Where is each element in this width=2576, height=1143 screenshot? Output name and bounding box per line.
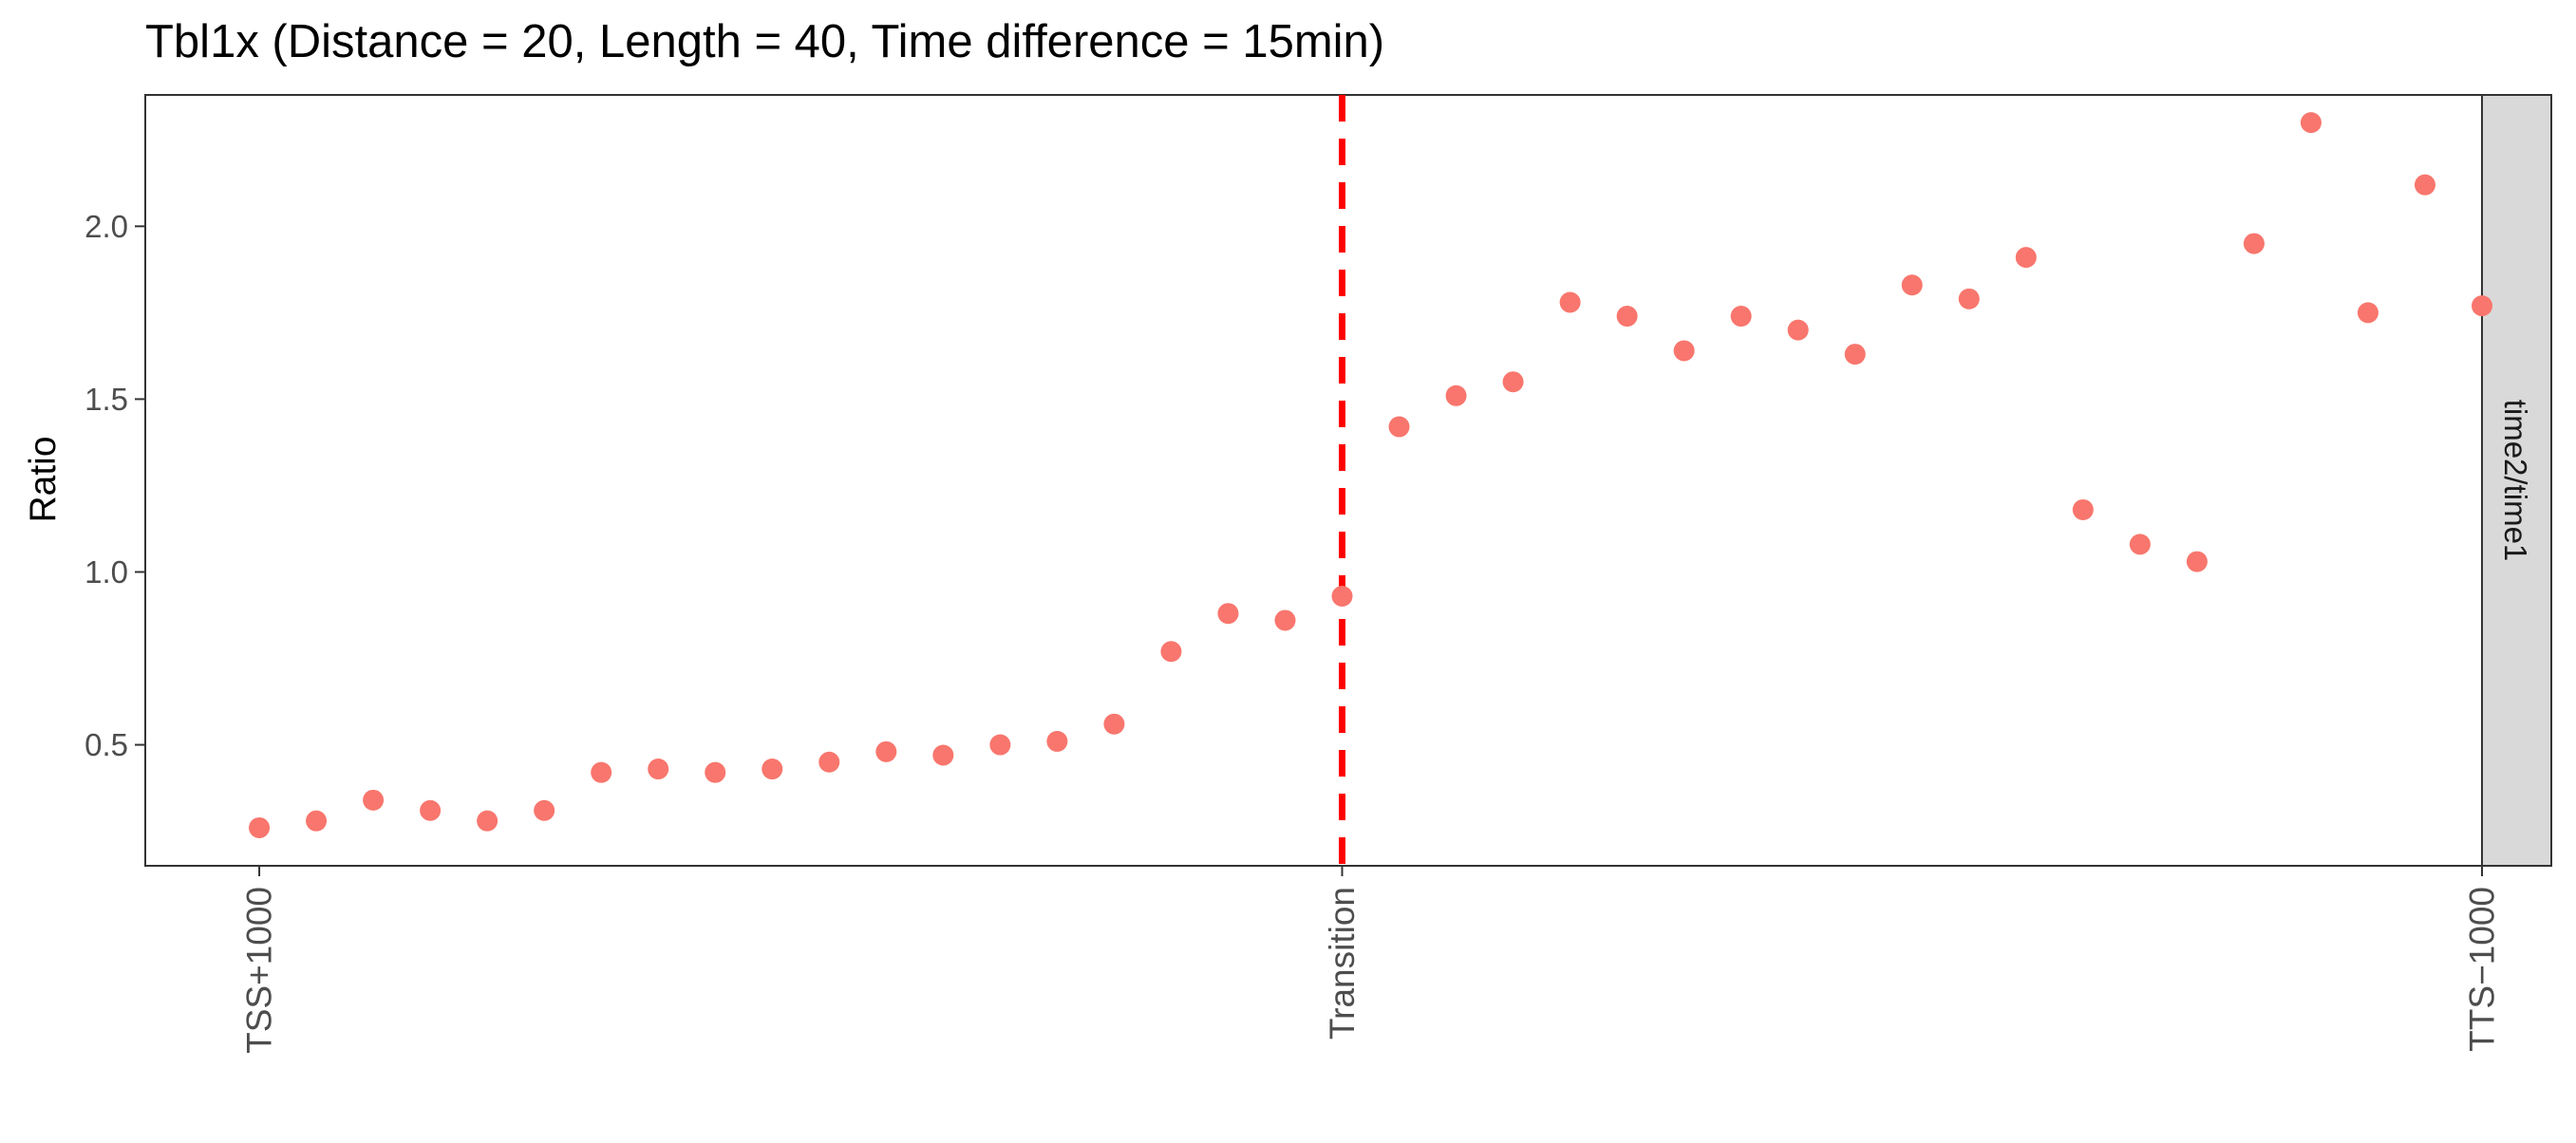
x-tick-label: TSS+1000	[240, 887, 279, 1054]
data-point	[648, 759, 669, 780]
x-axis: TSS+1000 Transition TTS−1000	[240, 866, 2502, 1054]
data-point	[363, 789, 385, 811]
data-point	[762, 759, 783, 780]
data-point	[1901, 274, 1923, 296]
y-tick-label: 0.5	[85, 727, 128, 762]
y-tick-label: 2.0	[85, 209, 128, 244]
data-point	[1844, 344, 1866, 365]
y-tick-label: 1.5	[85, 382, 128, 417]
data-point	[1958, 288, 1980, 309]
plot-panel	[144, 94, 2483, 867]
data-point	[2357, 302, 2379, 324]
data-point	[989, 734, 1011, 756]
data-point	[875, 740, 897, 762]
data-point	[2243, 233, 2265, 254]
chart-title: Tbl1x (Distance = 20, Length = 40, Time …	[145, 16, 1384, 67]
points-layer	[249, 112, 2492, 838]
facet-strip-label: time2/time1	[2498, 400, 2533, 562]
data-point	[1445, 384, 1467, 406]
data-point	[932, 744, 954, 766]
data-point	[2072, 498, 2094, 520]
y-axis-title: Ratio	[23, 436, 64, 522]
data-point	[2300, 112, 2322, 134]
data-point	[1388, 416, 1410, 438]
data-point	[1673, 340, 1695, 362]
data-point	[591, 761, 612, 783]
x-tick-label: TTS−1000	[2463, 887, 2502, 1052]
data-point	[306, 810, 328, 832]
data-point	[1730, 306, 1752, 328]
data-point	[2129, 534, 2151, 555]
data-point	[477, 810, 498, 832]
data-point	[1502, 371, 1524, 393]
data-point	[1559, 291, 1581, 313]
data-point	[705, 761, 726, 783]
data-point	[1787, 319, 1809, 341]
data-point	[2186, 551, 2208, 572]
data-point	[1331, 585, 1353, 607]
data-point	[2015, 247, 2037, 269]
data-point	[2414, 174, 2435, 196]
data-point	[1217, 603, 1239, 625]
y-axis: 0.5 1.0 1.5 2.0	[85, 209, 145, 762]
data-point	[1274, 609, 1296, 631]
facet-strip	[2481, 94, 2552, 867]
data-point	[818, 751, 840, 773]
data-point	[1103, 713, 1125, 735]
data-point	[1046, 730, 1068, 752]
data-point	[1616, 306, 1638, 328]
data-point	[2472, 295, 2492, 317]
y-tick-label: 1.0	[85, 554, 128, 590]
data-point	[534, 799, 555, 821]
data-point	[420, 799, 442, 821]
data-point	[249, 816, 271, 838]
data-point	[1160, 641, 1182, 663]
x-tick-label: Transition	[1323, 887, 1362, 1040]
